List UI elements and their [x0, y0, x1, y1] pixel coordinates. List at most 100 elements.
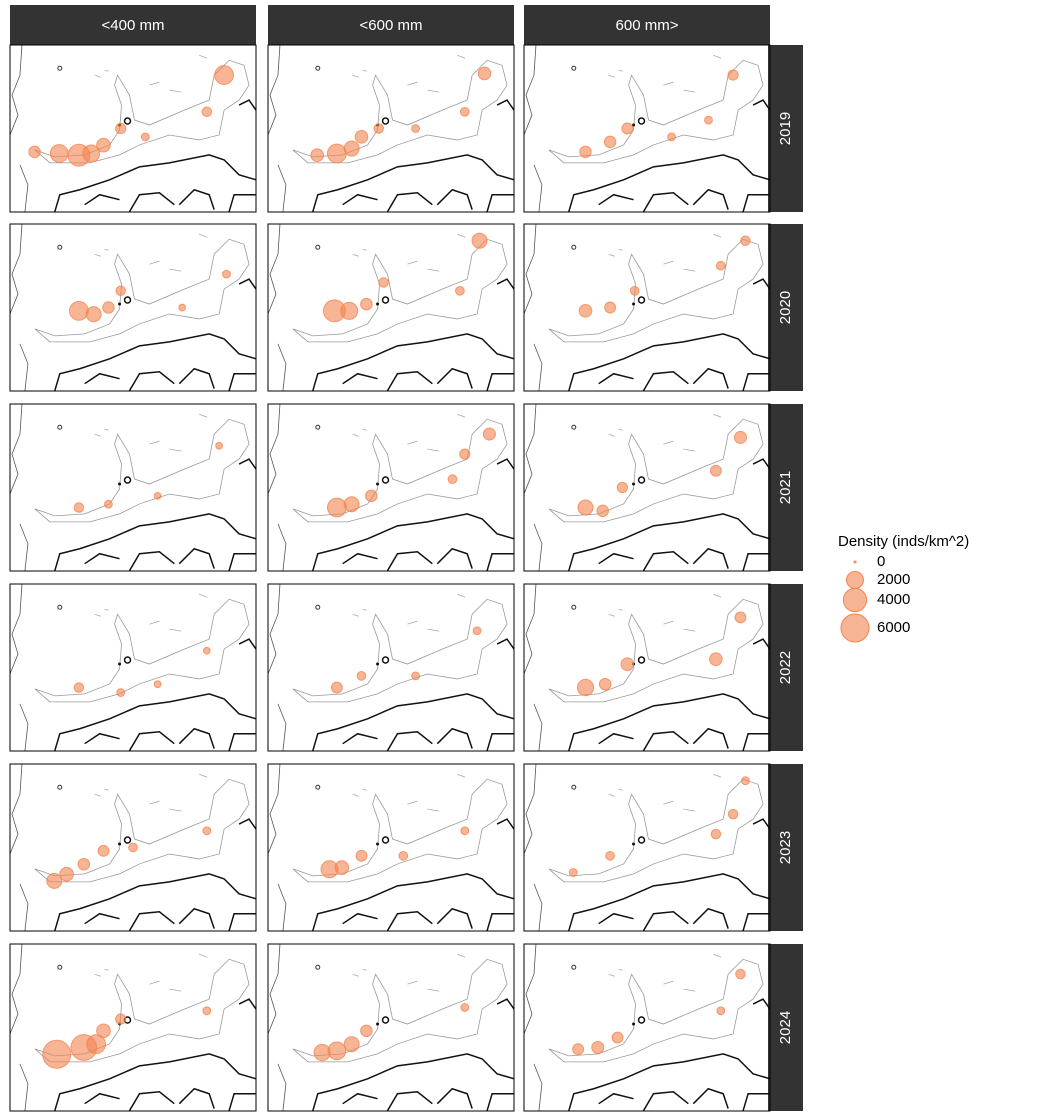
legend-key: [840, 613, 870, 643]
basemap: [524, 764, 770, 931]
panel-border: [267, 403, 515, 572]
bubbles: [322, 232, 488, 323]
bubble: [140, 132, 150, 142]
bubble: [153, 680, 162, 689]
bubble: [115, 122, 127, 135]
basemap: [524, 404, 770, 571]
bubble: [310, 148, 325, 163]
panel-border: [9, 763, 257, 932]
panel: [267, 223, 515, 392]
bubbles: [42, 1006, 212, 1069]
basemap: [524, 584, 770, 751]
bubble: [591, 1041, 605, 1055]
row-strip: [768, 45, 803, 212]
bubble: [411, 671, 421, 681]
bubble: [471, 232, 488, 249]
bubble: [28, 145, 41, 159]
bubble: [704, 115, 713, 125]
bubble: [620, 657, 635, 671]
panel: [523, 223, 771, 392]
bubble: [86, 1034, 106, 1055]
bubble: [102, 301, 115, 314]
bubble: [343, 140, 360, 157]
panel: [9, 943, 257, 1112]
bubble: [115, 285, 126, 297]
bubble: [365, 489, 378, 503]
column-label: <600 mm: [360, 17, 423, 34]
bubble: [411, 124, 421, 133]
basemap: [10, 224, 256, 391]
panel-border: [267, 583, 515, 752]
bubble: [378, 277, 389, 288]
panel-border: [523, 763, 771, 932]
basemap: [268, 404, 514, 571]
bubble: [727, 808, 739, 820]
bubble: [709, 464, 722, 477]
row-label: 2023: [777, 831, 794, 864]
basemap: [268, 944, 514, 1111]
bubble: [734, 611, 747, 624]
basemap: [268, 45, 514, 212]
bubbles: [28, 65, 234, 167]
basemap: [10, 584, 256, 751]
panel: [267, 44, 515, 213]
bubble: [455, 285, 465, 296]
panel-border: [267, 943, 515, 1112]
bubble: [735, 968, 746, 980]
bubble: [398, 850, 409, 861]
bubble: [343, 496, 360, 513]
bubble: [740, 776, 750, 786]
row-label: 2020: [777, 291, 794, 324]
bubble: [96, 137, 111, 153]
bubble: [153, 491, 162, 500]
bubble: [82, 144, 101, 163]
bubble: [629, 285, 640, 296]
bubbles: [579, 69, 739, 159]
bubble: [68, 300, 89, 321]
legend-key: [842, 587, 868, 613]
panel-border: [523, 583, 771, 752]
legend-key: [853, 560, 857, 564]
panel-border: [267, 763, 515, 932]
bubble: [578, 304, 593, 318]
bubble: [733, 430, 748, 444]
bubble: [201, 106, 213, 118]
bubble: [568, 868, 578, 877]
bubbles: [577, 430, 748, 518]
panel-border: [267, 223, 515, 392]
basemap: [524, 224, 770, 391]
bubble: [716, 1006, 726, 1016]
bubble: [356, 670, 367, 681]
bubble: [459, 448, 471, 460]
panel: [523, 763, 771, 932]
bubble: [222, 269, 231, 279]
panel-border: [523, 223, 771, 392]
bubble: [460, 1003, 470, 1012]
bubble: [326, 497, 347, 518]
basemap: [524, 944, 770, 1111]
bubbles: [73, 646, 211, 697]
column-strip: [524, 5, 770, 45]
bubbles: [320, 826, 470, 879]
panel-border: [523, 44, 771, 213]
panel-border: [523, 943, 771, 1112]
bubble: [115, 1013, 127, 1025]
panel-border: [9, 403, 257, 572]
bubble: [42, 1039, 72, 1069]
bubble: [202, 1006, 212, 1016]
bubble: [214, 65, 234, 85]
bubble: [354, 130, 369, 144]
bubble: [579, 145, 592, 159]
bubble: [603, 135, 617, 149]
legend-label: 4000: [877, 591, 910, 608]
bubble: [447, 474, 458, 485]
bubble: [460, 826, 470, 836]
bubble: [202, 826, 212, 836]
bubbles: [68, 269, 231, 323]
panel-border: [9, 583, 257, 752]
bubbles: [310, 66, 492, 164]
legend-label: 2000: [877, 571, 910, 588]
legend-label: 0: [877, 553, 885, 570]
basemap: [268, 224, 514, 391]
panel: [523, 943, 771, 1112]
